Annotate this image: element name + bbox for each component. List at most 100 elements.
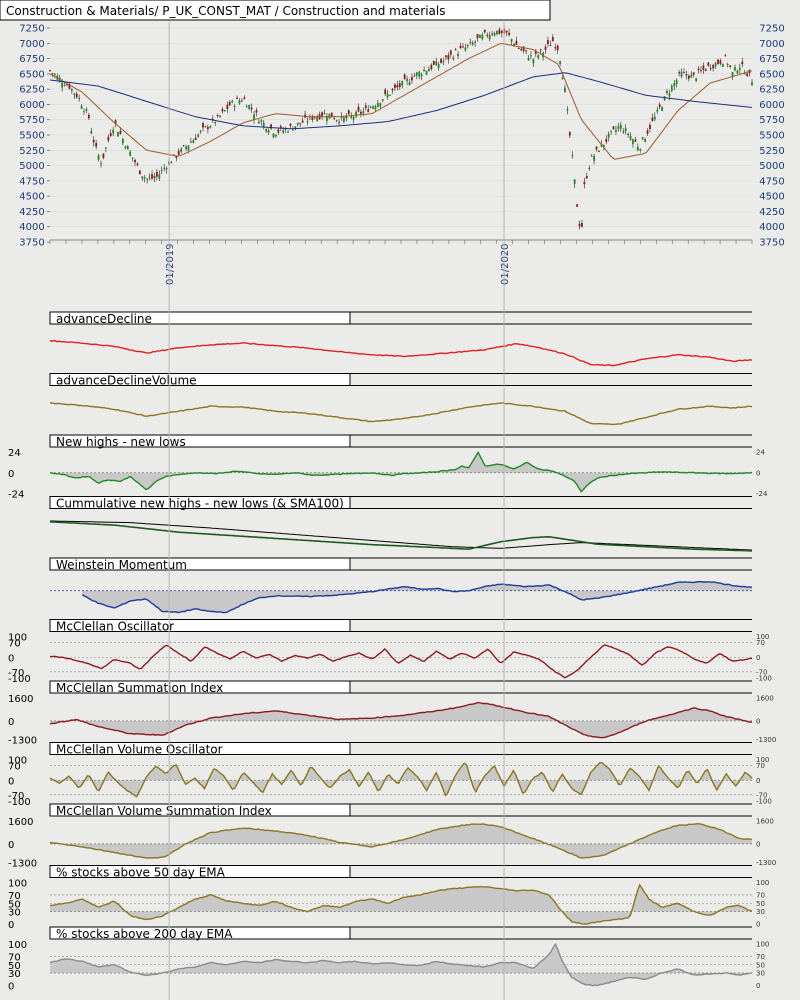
candle-body <box>381 99 384 101</box>
panel-tick-left: 1600 <box>8 694 33 705</box>
candle-body <box>581 223 583 227</box>
candle-body <box>636 147 639 151</box>
panel-tick-left: 100 <box>8 879 27 890</box>
panel-tick-left: 100 <box>8 756 27 767</box>
price-tick-left: 5250 <box>19 146 44 157</box>
panel-tick-left: 0 <box>8 840 14 851</box>
candle-body <box>95 143 98 147</box>
candle-body <box>413 75 416 77</box>
candle-body <box>454 49 457 51</box>
candle-body <box>117 132 119 137</box>
candle-body <box>231 100 234 103</box>
candle-body <box>240 100 243 102</box>
candle-body <box>109 133 112 136</box>
candle-body <box>199 130 202 132</box>
candle-body <box>571 155 574 157</box>
panel-fill-area <box>50 885 752 925</box>
panel-series-line <box>49 943 753 987</box>
price-tick-right: 6000 <box>759 100 784 111</box>
panel-tick-right: 0 <box>756 469 760 477</box>
candle-body <box>583 181 586 185</box>
panel-title-text: McClellan Volume Summation Index <box>56 804 272 818</box>
candle-body <box>299 123 302 125</box>
candle-body <box>68 83 71 89</box>
panel-2: New highs - new lows 24 0 -24 24 0 -24 <box>8 434 768 501</box>
candle-body <box>75 93 78 98</box>
candle-body <box>717 59 719 64</box>
candle-body <box>284 128 287 130</box>
candle-body <box>683 71 685 73</box>
panel-tick-left: -100 <box>8 797 31 808</box>
candle-body <box>63 85 66 87</box>
panel-series-line <box>50 883 753 925</box>
candle-body <box>704 69 707 71</box>
candle-body <box>435 61 438 66</box>
candle-body <box>384 89 387 95</box>
candle-body <box>593 156 596 161</box>
chart-title-box <box>0 0 551 21</box>
candle-body <box>323 113 326 115</box>
candle-body <box>709 68 712 70</box>
candle-body <box>333 118 336 120</box>
candle-body <box>724 55 727 57</box>
price-tick-right: 6500 <box>759 69 784 80</box>
candle-body <box>573 179 576 184</box>
candle-body <box>449 50 452 55</box>
candle-body <box>627 133 630 135</box>
candle-body <box>530 55 532 57</box>
panel-title: McClellan Summation Index <box>49 680 351 695</box>
panel-6: McClellan Summation Index 1600 0 -1300 1600 0… <box>8 680 776 747</box>
candle-body <box>134 159 136 163</box>
panel-tick-left: -70 <box>8 668 24 679</box>
candle-body <box>61 83 64 88</box>
candle-body <box>418 71 421 77</box>
panel-tick-right: -70 <box>756 791 767 799</box>
panel-fill-area <box>50 452 752 492</box>
price-tick-right: 5000 <box>759 161 784 172</box>
chart-title: Construction & Materials/ P_UK_CONST_MAT… <box>6 4 445 18</box>
candle-body <box>163 167 166 169</box>
candle-body <box>588 167 591 169</box>
panel-tick-left: 1600 <box>8 817 33 828</box>
panel-tick-right: 30 <box>756 970 765 978</box>
candle-body <box>641 137 644 140</box>
candle-body <box>522 46 525 51</box>
candle-body <box>432 61 435 65</box>
candle-body <box>656 109 659 112</box>
price-axis-ticks: 7250 7250 7000 7000 6750 6750 6500 6500 6250 6250… <box>19 24 784 249</box>
price-series <box>49 24 753 230</box>
candle-body <box>386 93 389 98</box>
panel-tick-right: 0 <box>756 982 760 990</box>
candle-body <box>496 30 498 35</box>
price-tick-left: 5750 <box>19 115 44 126</box>
price-tick-right: 6750 <box>759 54 784 65</box>
candle-body <box>680 71 683 77</box>
candle-body <box>301 120 304 123</box>
candle-body <box>666 91 668 93</box>
candle-body <box>481 34 484 40</box>
candle-body <box>568 132 571 136</box>
candle-body <box>670 85 673 91</box>
candle-body <box>491 33 493 35</box>
panel-tick-right: 0 <box>756 777 760 785</box>
date-label: 01/2019 <box>165 243 176 285</box>
candle-body <box>282 130 285 133</box>
candle-body <box>556 45 559 51</box>
candle-body <box>707 62 710 66</box>
price-tick-right: 6250 <box>759 85 784 96</box>
candle-body <box>598 150 600 152</box>
candle-body <box>158 174 161 179</box>
candle-body <box>525 50 527 52</box>
candle-body <box>561 77 564 80</box>
panel-title: % stocks above 200 day EMA <box>49 926 351 941</box>
panel-title-box <box>49 373 351 386</box>
candle-body <box>721 63 724 67</box>
candle-body <box>547 40 549 44</box>
candle-body <box>83 111 85 113</box>
candle-body <box>396 84 399 88</box>
panel-3: Cummulative new highs - new lows (& SMA1… <box>49 496 753 552</box>
candle-body <box>602 144 605 148</box>
candle-body <box>527 58 530 61</box>
panel-title-text: % stocks above 200 day EMA <box>56 927 233 941</box>
